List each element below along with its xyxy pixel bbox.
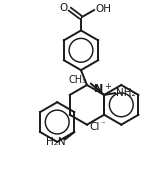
- Text: N: N: [94, 84, 103, 94]
- Text: OH: OH: [96, 4, 112, 14]
- Text: Cl: Cl: [90, 122, 100, 132]
- Text: H₂N: H₂N: [46, 137, 65, 147]
- Text: CH₃: CH₃: [68, 75, 86, 85]
- Text: +: +: [104, 82, 110, 91]
- Text: NH₂: NH₂: [116, 88, 136, 98]
- Text: O: O: [59, 3, 67, 13]
- Text: ⁻: ⁻: [100, 120, 105, 129]
